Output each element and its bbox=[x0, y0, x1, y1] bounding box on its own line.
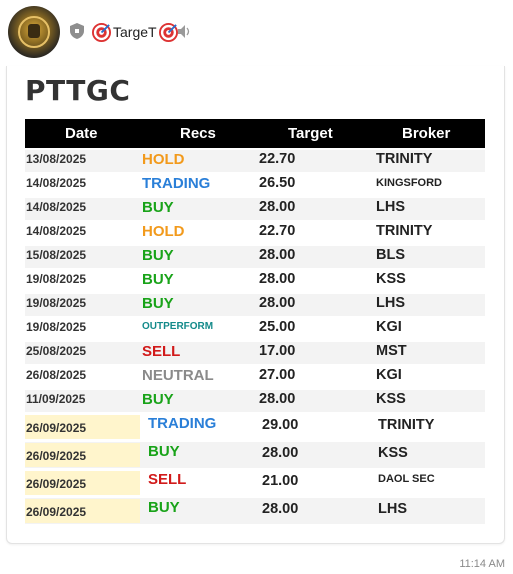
cell-target-price: 22.70 bbox=[259, 223, 296, 239]
table-row: 13/08/2025 HOLD 22.70 TRINITY bbox=[25, 150, 485, 172]
cell-broker: KSS bbox=[376, 391, 406, 407]
table-row: 14/08/2025 HOLD 22.70 TRINITY bbox=[25, 222, 485, 244]
channel-title[interactable]: TargeT bbox=[92, 22, 178, 42]
stock-symbol-title: PTTGC bbox=[25, 74, 131, 107]
cell-recommendation: HOLD bbox=[142, 151, 185, 168]
cell-broker: KSS bbox=[378, 445, 408, 461]
cell-target-price: 29.00 bbox=[262, 417, 299, 433]
table-row: 26/09/2025 BUY 28.00 LHS bbox=[25, 498, 485, 524]
column-header-date: Date bbox=[65, 125, 98, 142]
date-highlight bbox=[25, 471, 140, 495]
table-row: 25/08/2025 SELL 17.00 MST bbox=[25, 342, 485, 364]
message-timestamp: 11:14 AM bbox=[459, 558, 505, 570]
cell-date: 14/08/2025 bbox=[26, 176, 87, 190]
cell-date: 26/09/2025 bbox=[26, 505, 87, 519]
cell-recommendation: BUY bbox=[142, 247, 174, 264]
cell-broker: TRINITY bbox=[378, 417, 435, 433]
table-row: 19/08/2025 BUY 28.00 LHS bbox=[25, 294, 485, 316]
channel-avatar[interactable] bbox=[8, 6, 60, 58]
cell-recommendation: BUY bbox=[142, 271, 174, 288]
column-header-recs: Recs bbox=[180, 125, 216, 142]
cell-date: 19/08/2025 bbox=[26, 296, 87, 310]
table-row: 26/09/2025 TRADING 29.00 TRINITY bbox=[25, 414, 485, 440]
cell-recommendation: BUY bbox=[148, 443, 180, 460]
cell-recommendation: BUY bbox=[142, 199, 174, 216]
cell-date: 11/09/2025 bbox=[26, 392, 86, 406]
cell-broker: LHS bbox=[378, 501, 407, 517]
cell-recommendation: TRADING bbox=[142, 175, 211, 192]
date-highlight bbox=[25, 499, 140, 523]
cell-target-price: 28.00 bbox=[259, 295, 296, 311]
cell-target-price: 28.00 bbox=[259, 391, 296, 407]
target-emoji-icon bbox=[158, 22, 178, 42]
table-row: 14/08/2025 TRADING 26.50 KINGSFORD bbox=[25, 174, 485, 196]
speaker-icon[interactable] bbox=[178, 25, 192, 38]
cell-target-price: 22.70 bbox=[259, 151, 296, 167]
cell-target-price: 25.00 bbox=[259, 319, 296, 335]
table-row: 11/09/2025 BUY 28.00 KSS bbox=[25, 390, 485, 412]
cell-target-price: 28.00 bbox=[262, 501, 299, 517]
cell-target-price: 28.00 bbox=[259, 199, 296, 215]
table-row: 19/08/2025 OUTPERFORM 25.00 KGI bbox=[25, 318, 485, 340]
table-row: 26/09/2025 SELL 21.00 DAOL SEC bbox=[25, 470, 485, 496]
cell-broker: LHS bbox=[376, 199, 405, 215]
cell-broker: DAOL SEC bbox=[378, 473, 435, 485]
cell-date: 19/08/2025 bbox=[26, 272, 87, 286]
avatar-ring-decoration bbox=[18, 16, 50, 48]
cell-broker: TRINITY bbox=[376, 223, 433, 239]
cell-broker: KGI bbox=[376, 319, 402, 335]
cell-broker: KSS bbox=[376, 271, 406, 287]
cell-date: 26/08/2025 bbox=[26, 368, 87, 382]
avatar-core-decoration bbox=[28, 24, 40, 38]
cell-target-price: 21.00 bbox=[262, 473, 299, 489]
table-row: 14/08/2025 BUY 28.00 LHS bbox=[25, 198, 485, 220]
table-row: 19/08/2025 BUY 28.00 KSS bbox=[25, 270, 485, 292]
cell-recommendation: HOLD bbox=[142, 223, 185, 240]
channel-header: TargeT bbox=[0, 0, 513, 62]
cell-broker: KGI bbox=[376, 367, 402, 383]
table-row: 15/08/2025 BUY 28.00 BLS bbox=[25, 246, 485, 268]
cell-recommendation: BUY bbox=[142, 391, 174, 408]
cell-date: 15/08/2025 bbox=[26, 248, 87, 262]
table-row: 26/09/2025 BUY 28.00 KSS bbox=[25, 442, 485, 468]
table-header: Date Recs Target Broker bbox=[25, 119, 485, 148]
cell-broker: KINGSFORD bbox=[376, 177, 442, 189]
column-header-target: Target bbox=[288, 125, 333, 142]
cell-date: 14/08/2025 bbox=[26, 200, 87, 214]
cell-date: 14/08/2025 bbox=[26, 224, 87, 238]
cell-broker: MST bbox=[376, 343, 407, 359]
column-header-broker: Broker bbox=[402, 125, 451, 142]
cell-target-price: 28.00 bbox=[259, 247, 296, 263]
cell-date: 13/08/2025 bbox=[26, 152, 87, 166]
cell-date: 25/08/2025 bbox=[26, 344, 87, 358]
cell-date: 19/08/2025 bbox=[26, 320, 87, 334]
cell-broker: BLS bbox=[376, 247, 405, 263]
table-row: 26/08/2025 NEUTRAL 27.00 KGI bbox=[25, 366, 485, 388]
cell-target-price: 27.00 bbox=[259, 367, 296, 383]
cell-target-price: 28.00 bbox=[259, 271, 296, 287]
cell-date: 26/09/2025 bbox=[26, 421, 87, 435]
cell-broker: TRINITY bbox=[376, 151, 433, 167]
cell-date: 26/09/2025 bbox=[26, 449, 87, 463]
cell-recommendation: OUTPERFORM bbox=[142, 321, 214, 332]
cell-target-price: 26.50 bbox=[259, 175, 296, 191]
cell-target-price: 17.00 bbox=[259, 343, 296, 359]
date-highlight bbox=[25, 415, 140, 439]
shield-icon bbox=[70, 23, 84, 39]
date-highlight bbox=[25, 443, 140, 467]
cell-broker: LHS bbox=[376, 295, 405, 311]
cell-recommendation: BUY bbox=[148, 499, 180, 516]
channel-name: TargeT bbox=[113, 24, 157, 40]
cell-recommendation: SELL bbox=[142, 343, 181, 360]
target-emoji-icon bbox=[92, 22, 111, 42]
cell-target-price: 28.00 bbox=[262, 445, 299, 461]
cell-recommendation: BUY bbox=[142, 295, 174, 312]
cell-recommendation: NEUTRAL bbox=[142, 367, 214, 384]
cell-date: 26/09/2025 bbox=[26, 477, 87, 491]
cell-recommendation: TRADING bbox=[148, 415, 217, 432]
cell-recommendation: SELL bbox=[148, 471, 187, 488]
